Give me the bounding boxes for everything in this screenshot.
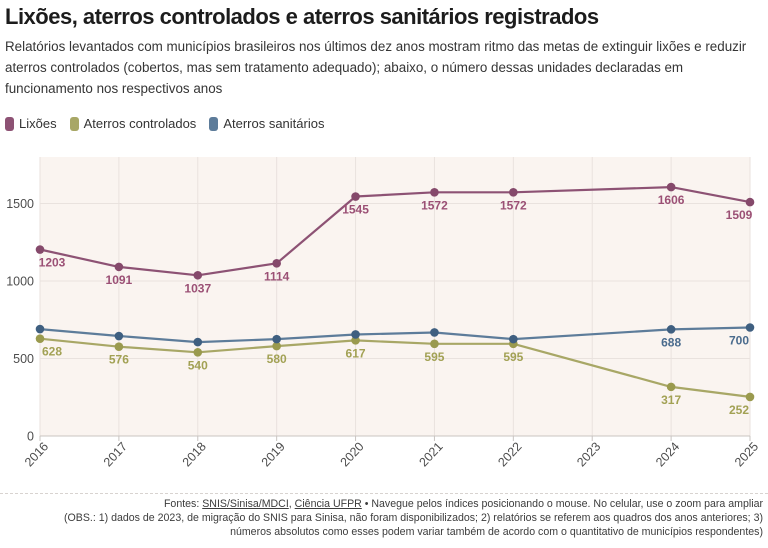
- data-point[interactable]: [351, 336, 360, 345]
- legend-swatch-aterros-controlados-icon: [69, 116, 79, 131]
- value-label: 1509: [726, 208, 753, 222]
- data-point[interactable]: [509, 334, 518, 344]
- x-tick-label: 2020: [338, 439, 367, 469]
- value-label: 576: [109, 353, 129, 367]
- data-point[interactable]: [272, 334, 281, 344]
- legend-item-aterros-controlados[interactable]: Aterros controlados: [69, 116, 197, 131]
- legend-item-lixoes[interactable]: Lixões: [5, 116, 57, 131]
- data-point[interactable]: [666, 325, 676, 334]
- y-tick-label: 1500: [6, 197, 34, 211]
- value-label: 595: [424, 350, 444, 364]
- footer-line-obs-1: (OBS.: 1) dados de 2023, de migração do …: [64, 512, 763, 525]
- source-link-snis[interactable]: SNIS/Sinisa/MDCI: [202, 498, 289, 510]
- data-point[interactable]: [430, 339, 439, 349]
- value-label: 1114: [264, 269, 290, 283]
- data-point[interactable]: [272, 259, 281, 268]
- value-label: 317: [661, 393, 681, 407]
- data-point[interactable]: [114, 342, 124, 352]
- value-label: 1606: [658, 193, 685, 207]
- footer-source-sep: ,: [288, 498, 295, 510]
- value-label: 1203: [39, 256, 66, 270]
- data-point[interactable]: [666, 182, 676, 192]
- x-tick-label: 2025: [732, 439, 761, 469]
- value-label: 688: [661, 335, 681, 349]
- data-point[interactable]: [430, 188, 439, 197]
- x-tick-label: 2024: [653, 439, 682, 469]
- value-label: 1091: [106, 273, 133, 287]
- y-tick-label: 1000: [6, 275, 34, 289]
- legend-swatch-lixoes-icon: [5, 116, 14, 131]
- data-point[interactable]: [351, 330, 360, 339]
- chart-canvas[interactable]: 2016 2017 2018 2019 2020 2021 2022 2023 2024 2025…: [0, 145, 768, 485]
- x-tick-label: 2023: [574, 439, 603, 469]
- data-point[interactable]: [114, 331, 124, 341]
- data-point[interactable]: [35, 324, 45, 334]
- plot-area: [40, 157, 750, 436]
- data-point[interactable]: [114, 262, 124, 272]
- x-tick-label: 2018: [180, 439, 209, 469]
- legend-label-aterros-controlados: Aterros controlados: [83, 116, 197, 131]
- value-label: 252: [729, 403, 749, 417]
- value-label: 580: [267, 352, 287, 366]
- data-point[interactable]: [666, 382, 676, 392]
- page-subtitle: Relatórios levantados com municípios bra…: [5, 39, 747, 97]
- x-tick-label: 2016: [22, 439, 51, 469]
- footer-line-obs-2: números absolutos como esses podem varia…: [230, 526, 763, 539]
- data-point[interactable]: [272, 341, 281, 351]
- data-point[interactable]: [35, 334, 45, 343]
- value-label: 1037: [184, 281, 211, 295]
- footer-line1-rest: • Navegue pelos índices posicionando o m…: [361, 498, 763, 510]
- data-point[interactable]: [193, 270, 203, 280]
- value-label: 1572: [421, 198, 448, 212]
- footer: Fontes: SNIS/Sinisa/MDCI, Ciência UFPR •…: [0, 497, 766, 539]
- x-tick-label: 2019: [259, 439, 288, 469]
- page-title: Lixões, aterros controlados e aterros sa…: [5, 4, 599, 29]
- data-point[interactable]: [745, 323, 755, 332]
- legend-label-lixoes: Lixões: [19, 116, 57, 131]
- source-link-ciencia-ufpr[interactable]: Ciência UFPR: [294, 498, 362, 510]
- data-point[interactable]: [351, 192, 360, 201]
- value-label: 628: [42, 345, 62, 359]
- data-point[interactable]: [430, 328, 439, 337]
- footer-separator: [0, 493, 768, 494]
- footer-line-sources: Fontes: SNIS/Sinisa/MDCI, Ciência UFPR •…: [0, 497, 763, 511]
- value-label: 1545: [342, 203, 369, 217]
- x-tick-label: 2022: [495, 439, 524, 469]
- data-point[interactable]: [193, 348, 203, 357]
- x-tick-label: 2017: [101, 439, 130, 469]
- footer-sources-prefix: Fontes:: [163, 498, 203, 510]
- value-label: 700: [729, 334, 749, 348]
- legend-label-aterros-sanitarios: Aterros sanitários: [223, 116, 325, 131]
- legend-item-aterros-sanitarios[interactable]: Aterros sanitários: [209, 116, 324, 131]
- data-point[interactable]: [745, 197, 755, 207]
- y-tick-label: 500: [13, 352, 34, 366]
- data-point[interactable]: [509, 188, 518, 197]
- chart-legend: Lixões Aterros controlados Aterros sanit…: [5, 116, 324, 131]
- data-point[interactable]: [745, 392, 755, 402]
- value-label: 540: [188, 358, 208, 372]
- value-label: 1572: [500, 198, 527, 212]
- value-label: 595: [503, 350, 523, 364]
- x-tick-label: 2021: [416, 439, 445, 469]
- y-tick-label: 0: [27, 430, 34, 444]
- data-point[interactable]: [193, 337, 203, 347]
- data-point[interactable]: [35, 245, 45, 254]
- legend-swatch-aterros-sanitarios-icon: [209, 116, 219, 131]
- value-label: 617: [346, 346, 366, 360]
